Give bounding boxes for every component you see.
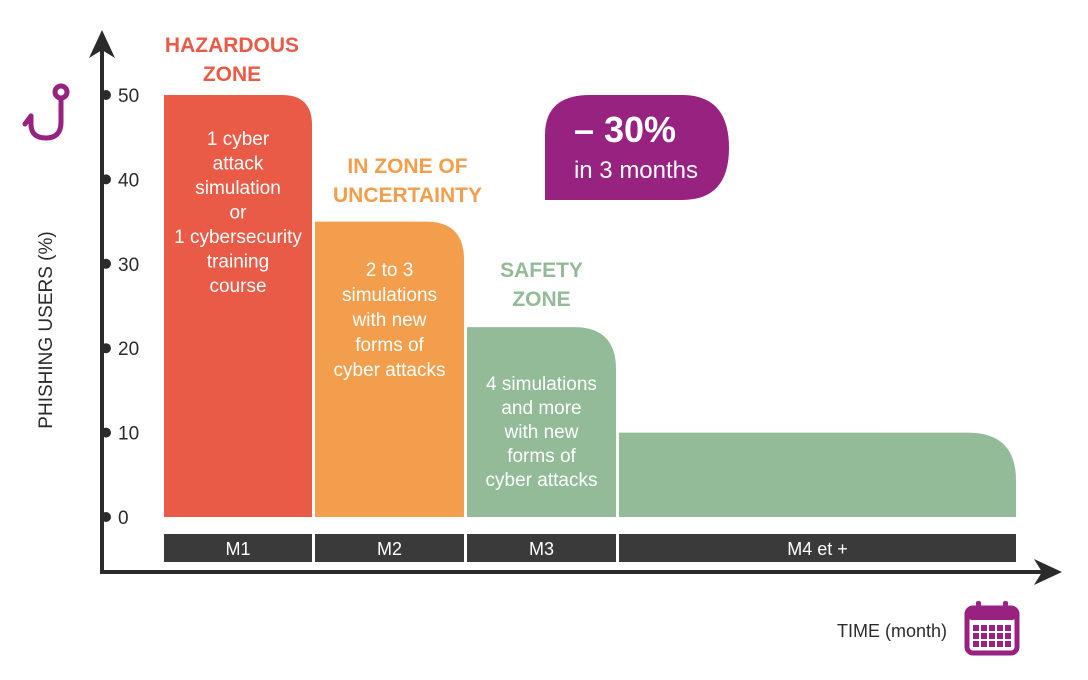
y-tick-label: 20 xyxy=(118,339,139,360)
y-ticks: 0 10 20 30 40 50 xyxy=(101,86,139,529)
y-tick-label: 0 xyxy=(118,508,129,529)
calendar-icon xyxy=(964,601,1020,656)
y-tick-mark xyxy=(101,512,111,522)
y-tick-label: 10 xyxy=(118,424,139,445)
month-labels: M1 M2 M3 M4 et + xyxy=(164,534,1016,562)
y-tick-mark xyxy=(101,174,111,185)
axes xyxy=(89,30,1062,585)
x-tick-label: M4 et + xyxy=(787,539,848,559)
bar-m2 xyxy=(315,221,464,517)
bar-m4 xyxy=(619,432,1016,517)
y-tick-mark xyxy=(101,343,111,354)
y-tick-label: 30 xyxy=(118,255,139,276)
callout-value: – 30% xyxy=(574,109,676,150)
zone-label: HAZARDOUS ZONE xyxy=(165,34,299,86)
y-tick-mark xyxy=(101,90,111,100)
y-tick-label: 50 xyxy=(118,86,139,107)
x-tick-label: M2 xyxy=(377,539,402,559)
zone-label: IN ZONE OF UNCERTAINTY xyxy=(333,155,482,207)
y-tick-mark xyxy=(101,258,111,269)
callout-background xyxy=(545,95,729,200)
y-tick-mark xyxy=(101,427,111,438)
x-tick-label: M3 xyxy=(529,539,554,559)
bar-m1 xyxy=(164,95,312,517)
bar-texts: 1 cyber attack simulation or 1 cybersecurity… xyxy=(174,129,597,491)
x-tick-label: M1 xyxy=(225,539,250,559)
x-axis-arrow xyxy=(1034,559,1062,585)
month-bar xyxy=(315,534,464,562)
y-axis-arrow xyxy=(89,30,115,58)
month-bar xyxy=(619,534,1016,562)
bar-m3 xyxy=(467,327,616,517)
month-bar xyxy=(467,534,616,562)
reduction-callout: – 30% in 3 months xyxy=(545,95,729,200)
y-axis-label: PHISHING USERS (%) xyxy=(36,231,57,428)
callout-text: in 3 months xyxy=(574,157,698,184)
month-bar xyxy=(164,534,312,562)
bars xyxy=(164,95,1016,517)
zone-labels: HAZARDOUS ZONE IN ZONE OF UNCERTAINTY SAFETY… xyxy=(165,34,583,311)
bar-text: 4 simulations and more with new forms of cyb… xyxy=(486,374,598,491)
fishing-hook-icon xyxy=(22,83,70,141)
x-axis-label: TIME (month) xyxy=(837,621,947,641)
bar-text: 1 cyber attack simulation or 1 cybersecurity… xyxy=(174,129,302,297)
zone-label: SAFETY ZONE xyxy=(500,259,583,311)
y-tick-label: 40 xyxy=(118,170,139,191)
bar-text: 2 to 3 simulations with new forms of cyber a… xyxy=(334,260,446,381)
